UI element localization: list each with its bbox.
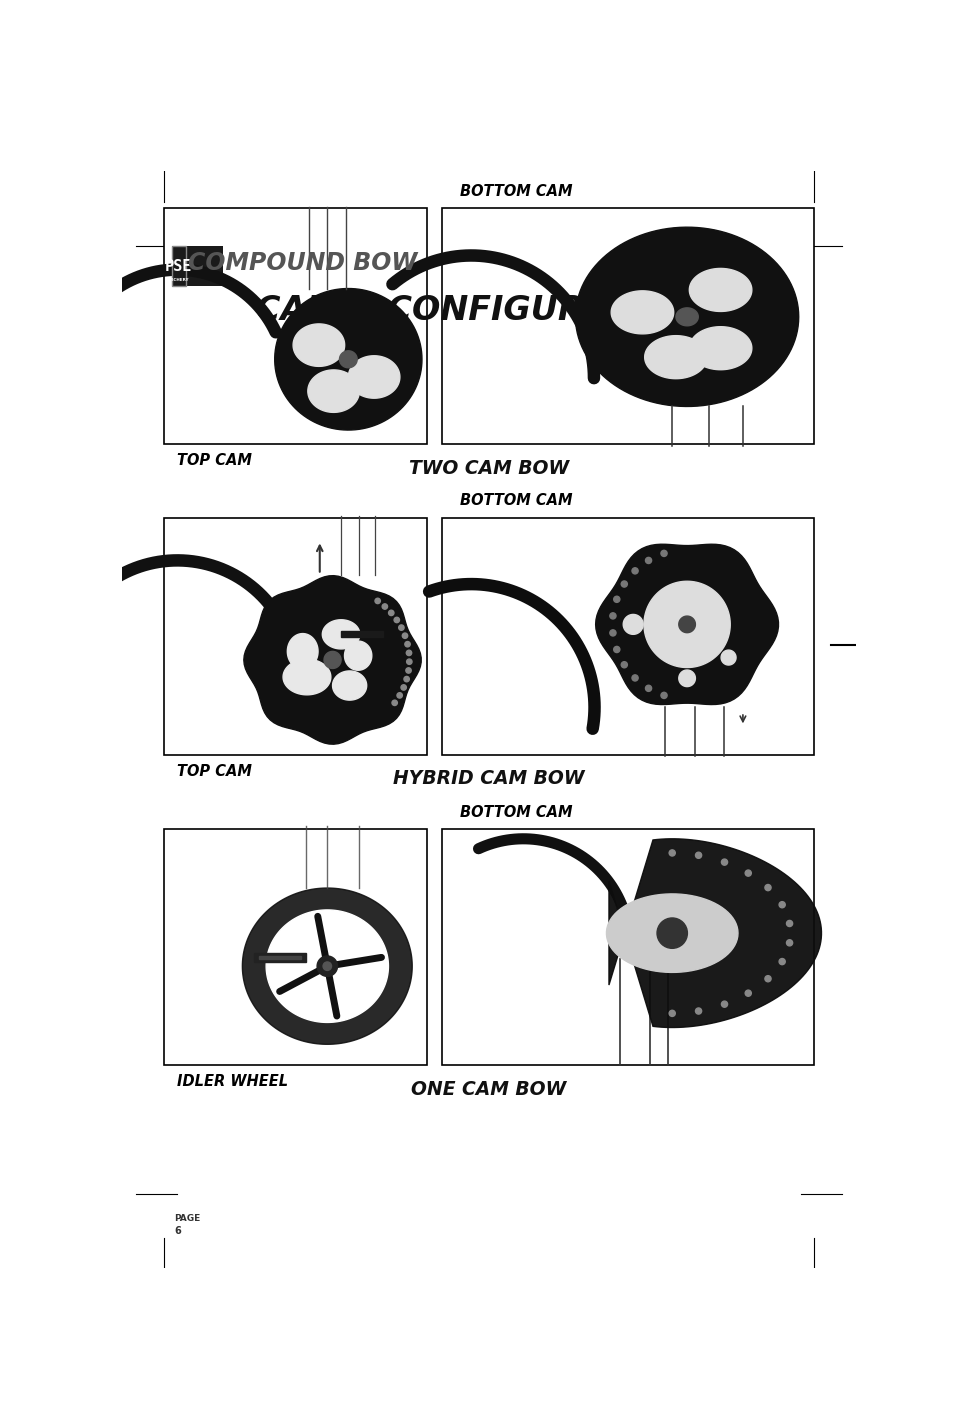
Circle shape [720, 1002, 727, 1007]
Circle shape [382, 604, 387, 610]
Text: 6: 6 [173, 1226, 181, 1235]
Text: ARCHERY: ARCHERY [168, 278, 190, 282]
Polygon shape [242, 888, 412, 1045]
Circle shape [396, 693, 402, 698]
Circle shape [620, 661, 627, 668]
Bar [164, 829, 427, 1066]
Text: IDLER WHEEL: IDLER WHEEL [177, 1074, 288, 1090]
Circle shape [613, 647, 619, 653]
Circle shape [785, 921, 792, 926]
Text: BOTTOM CAM: BOTTOM CAM [459, 184, 572, 200]
Text: CABLE CONFIGURATIONS: CABLE CONFIGURATIONS [255, 294, 721, 326]
Circle shape [406, 658, 412, 664]
Text: BOTTOM CAM: BOTTOM CAM [459, 805, 572, 821]
Polygon shape [258, 956, 301, 959]
Bar [164, 517, 427, 755]
Text: HYBRID CAM BOW: HYBRID CAM BOW [393, 770, 584, 788]
Text: COMPOUND BOW: COMPOUND BOW [188, 251, 416, 275]
Polygon shape [333, 671, 366, 700]
Polygon shape [339, 351, 356, 368]
Text: PSE: PSE [165, 259, 193, 274]
Circle shape [645, 685, 651, 691]
Circle shape [316, 956, 337, 976]
Polygon shape [608, 839, 821, 1027]
Polygon shape [283, 660, 331, 695]
Circle shape [779, 959, 784, 965]
Circle shape [779, 902, 784, 908]
Circle shape [785, 939, 792, 946]
Text: TOP CAM: TOP CAM [177, 453, 252, 469]
Circle shape [660, 550, 666, 556]
Polygon shape [689, 326, 751, 369]
Polygon shape [322, 620, 359, 648]
Polygon shape [689, 268, 751, 312]
Circle shape [720, 859, 727, 865]
Text: TOP CAM: TOP CAM [177, 764, 252, 779]
Circle shape [620, 581, 627, 587]
Polygon shape [244, 576, 420, 744]
Bar [164, 208, 427, 445]
Polygon shape [611, 291, 673, 333]
Polygon shape [344, 641, 372, 670]
Polygon shape [341, 631, 383, 637]
Polygon shape [287, 634, 317, 670]
Bar [172, 247, 186, 286]
Text: TWO CAM BOW: TWO CAM BOW [409, 459, 568, 477]
Polygon shape [274, 288, 421, 430]
Circle shape [406, 650, 412, 656]
Text: PAGE: PAGE [174, 1214, 200, 1224]
Polygon shape [676, 308, 698, 326]
Circle shape [394, 617, 399, 623]
Circle shape [403, 677, 409, 681]
Circle shape [405, 668, 411, 673]
Polygon shape [266, 911, 388, 1022]
Polygon shape [293, 323, 344, 366]
Polygon shape [324, 651, 341, 668]
Circle shape [660, 693, 666, 698]
Circle shape [631, 675, 638, 681]
Polygon shape [644, 336, 706, 379]
Polygon shape [679, 670, 695, 687]
Bar [172, 247, 223, 286]
Polygon shape [606, 893, 738, 972]
Bar [441, 829, 813, 1066]
Bar [441, 517, 813, 755]
Circle shape [744, 871, 751, 876]
Circle shape [695, 852, 700, 858]
Bar [441, 208, 813, 445]
Circle shape [400, 685, 406, 690]
Circle shape [398, 626, 404, 630]
Polygon shape [720, 650, 736, 665]
Polygon shape [643, 581, 729, 667]
Text: BOTTOM CAM: BOTTOM CAM [459, 493, 572, 509]
Circle shape [323, 962, 332, 970]
Circle shape [388, 610, 394, 616]
Text: ONE CAM BOW: ONE CAM BOW [411, 1080, 566, 1100]
Circle shape [613, 596, 619, 603]
Circle shape [668, 1010, 675, 1016]
Circle shape [609, 630, 616, 636]
Circle shape [744, 990, 751, 996]
Circle shape [764, 976, 770, 982]
Circle shape [375, 598, 380, 604]
Circle shape [695, 1007, 700, 1015]
Polygon shape [679, 616, 695, 633]
Circle shape [764, 885, 770, 891]
Polygon shape [575, 227, 798, 406]
Circle shape [657, 918, 687, 948]
Circle shape [392, 700, 397, 705]
Circle shape [668, 849, 675, 856]
Polygon shape [622, 614, 642, 634]
Polygon shape [308, 370, 359, 412]
Circle shape [404, 641, 410, 647]
Circle shape [402, 633, 407, 638]
Polygon shape [253, 953, 306, 962]
Polygon shape [348, 356, 399, 398]
Circle shape [645, 557, 651, 563]
Circle shape [631, 567, 638, 574]
Polygon shape [595, 544, 778, 704]
Circle shape [609, 613, 616, 618]
